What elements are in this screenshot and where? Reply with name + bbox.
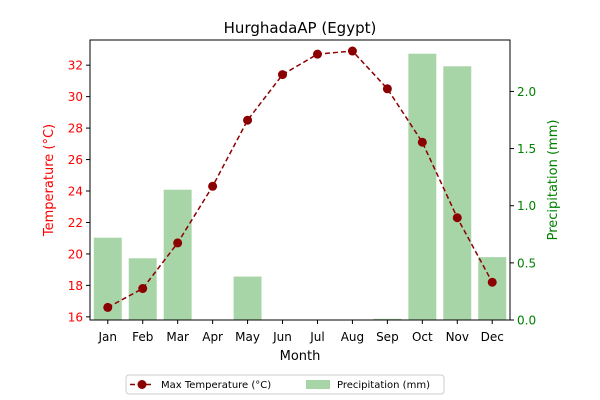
x-tick-label: May: [235, 330, 260, 344]
temperature-line-layer: [103, 46, 497, 312]
right-tick-label: 0.0: [517, 314, 536, 328]
x-tick-label: Jul: [309, 330, 324, 344]
temperature-point: [103, 302, 113, 312]
left-tick-label: 18: [68, 279, 83, 293]
temperature-point: [173, 238, 183, 248]
precipitation-bar: [443, 66, 472, 320]
x-tick-label: Sep: [376, 330, 399, 344]
temperature-point: [312, 49, 322, 59]
left-tick-label: 24: [68, 185, 83, 199]
left-axis-ticks: 16 18 20 22 24 26 28 30 32: [68, 59, 90, 324]
left-tick-label: 26: [68, 153, 83, 167]
left-tick-label: 16: [68, 310, 83, 324]
right-tick-label: 1.0: [517, 199, 536, 213]
x-tick-label: Feb: [132, 330, 153, 344]
x-tick-label: Dec: [481, 330, 504, 344]
right-tick-label: 1.5: [517, 142, 536, 156]
temperature-point: [243, 115, 253, 125]
temperature-line: [107, 50, 493, 309]
legend-label-temperature: Max Temperature (°C): [161, 380, 271, 391]
plot-frame: [89, 39, 511, 321]
x-tick-label: Oct: [412, 330, 433, 344]
x-tick-label: Apr: [202, 330, 223, 344]
precipitation-bar: [233, 276, 262, 320]
temperature-point: [487, 277, 497, 287]
legend-bar-swatch: [306, 380, 330, 389]
temperature-point: [382, 84, 392, 94]
legend-line-marker: [137, 380, 147, 389]
chart-title: HurghadaAP (Egypt): [224, 19, 377, 37]
temperature-point: [278, 70, 288, 80]
temperature-point: [138, 284, 148, 294]
x-tick-label: Jun: [272, 330, 292, 344]
right-tick-label: 2.0: [517, 85, 536, 99]
x-tick-label: Aug: [341, 330, 364, 344]
precipitation-bar: [373, 318, 402, 320]
temperature-point: [208, 181, 218, 191]
precipitation-bar: [408, 53, 437, 321]
left-axis-label: Temperature (°C): [42, 124, 57, 237]
left-tick-label: 32: [68, 59, 83, 73]
right-axis-ticks: 0.0 0.5 1.0 1.5 2.0: [510, 85, 536, 328]
temperature-point: [452, 213, 462, 223]
x-tick-label: Jan: [98, 330, 118, 344]
legend-label-precipitation: Precipitation (mm): [337, 380, 430, 391]
legend: Max Temperature (°C) Precipitation (mm): [125, 374, 445, 395]
legend-box: [125, 374, 445, 395]
precipitation-bar: [478, 257, 507, 320]
precipitation-bars: [93, 53, 507, 321]
temperature-point: [347, 46, 357, 56]
left-tick-label: 28: [68, 122, 83, 136]
right-tick-label: 0.5: [517, 256, 536, 270]
left-tick-label: 30: [68, 90, 83, 104]
temperature-point: [417, 137, 427, 147]
right-axis-label: Precipitation (mm): [546, 120, 561, 241]
left-tick-label: 20: [68, 247, 83, 261]
x-tick-label: Nov: [446, 330, 469, 344]
x-axis-ticks: Jan Feb Mar Apr May Jun Jul Aug Sep Oct Nov Dec: [98, 320, 504, 344]
x-axis-label: Month: [280, 349, 321, 364]
x-tick-label: Mar: [166, 330, 189, 344]
left-tick-label: 22: [68, 216, 83, 230]
